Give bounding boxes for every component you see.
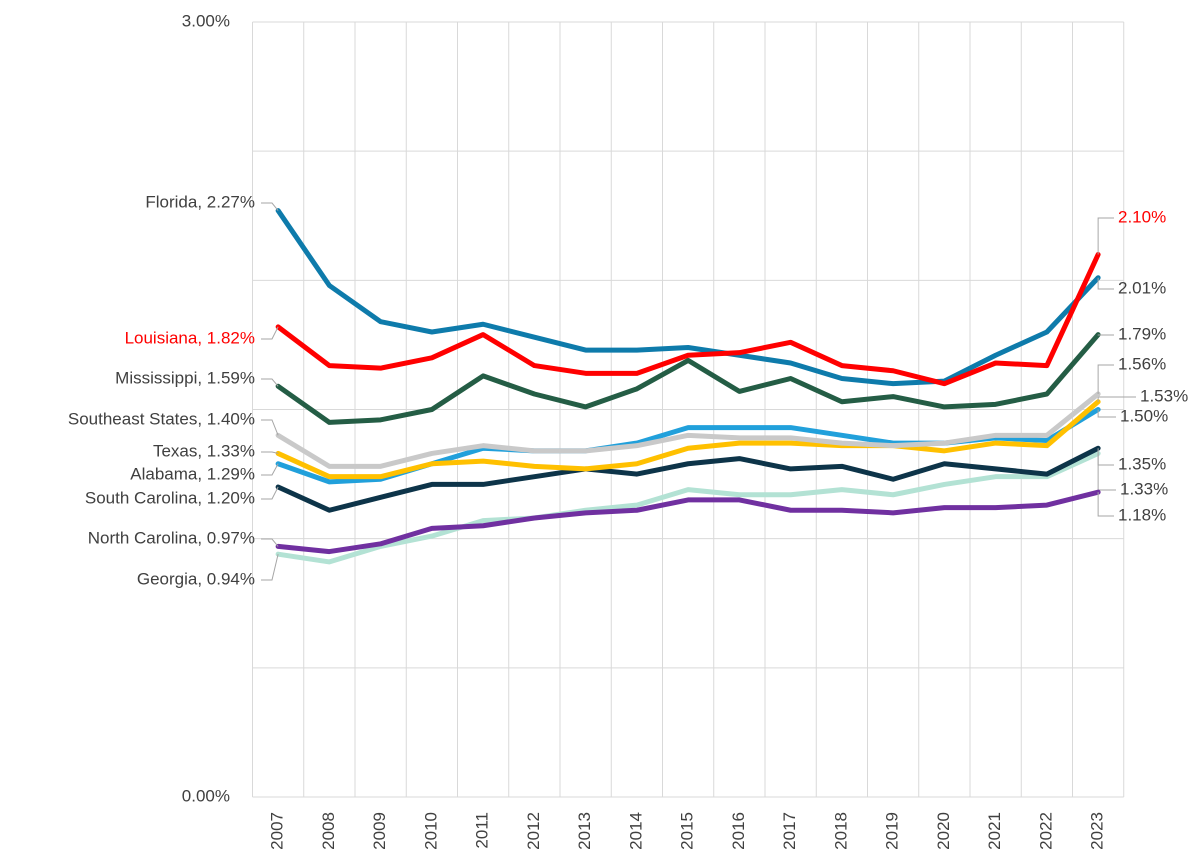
x-tick-label: 2010 — [421, 812, 440, 850]
leader-line — [261, 378, 279, 387]
data-label: 1.50% — [1120, 406, 1168, 425]
data-label: Southeast States, 1.40% — [68, 409, 255, 428]
series-line — [275, 391, 1101, 469]
x-tick-label: 2016 — [729, 812, 748, 850]
leader-line — [261, 202, 279, 211]
x-tick-label: 2017 — [780, 812, 799, 850]
x-tick-label: 2012 — [524, 812, 543, 850]
y-tick-label: 0.00% — [182, 786, 230, 805]
data-label: 1.53% — [1140, 386, 1188, 405]
data-label: Alabama, 1.29% — [130, 464, 255, 483]
leader-line — [1097, 277, 1114, 290]
leader-line — [261, 463, 279, 476]
leader-line — [261, 554, 279, 581]
x-tick-label: 2008 — [319, 812, 338, 850]
x-tick-label: 2022 — [1036, 812, 1055, 850]
data-label: Florida, 2.27% — [145, 192, 255, 211]
leader-line — [1097, 396, 1136, 402]
data-label: 1.33% — [1120, 479, 1168, 498]
x-tick-label: 2009 — [370, 812, 389, 850]
leader-line — [261, 451, 279, 454]
data-label: South Carolina, 1.20% — [85, 488, 255, 507]
series-line — [275, 450, 1101, 565]
series-line — [275, 208, 1101, 387]
x-tick-label: 2014 — [626, 812, 645, 850]
leader-line — [261, 538, 279, 547]
series-line — [275, 332, 1101, 425]
data-label: 2.01% — [1118, 278, 1166, 297]
leader-line — [1097, 364, 1114, 394]
data-label: 1.35% — [1118, 454, 1166, 473]
data-label: 1.79% — [1118, 324, 1166, 343]
x-tick-label: 2015 — [678, 812, 697, 850]
x-tick-label: 2013 — [575, 812, 594, 850]
leader-line — [1097, 492, 1114, 517]
data-label: Texas, 1.33% — [153, 441, 255, 460]
series-line — [275, 399, 1101, 480]
leader-line — [1097, 448, 1114, 466]
data-label: 2.10% — [1118, 207, 1166, 226]
data-label: Mississippi, 1.59% — [115, 368, 255, 387]
series-line — [275, 489, 1101, 555]
data-label: North Carolina, 0.97% — [88, 528, 255, 547]
x-tick-label: 2021 — [985, 812, 1004, 850]
x-tick-label: 2018 — [831, 812, 850, 850]
data-label: 1.18% — [1118, 505, 1166, 524]
leader-line — [1097, 453, 1116, 491]
x-tick-label: 2007 — [268, 812, 287, 850]
leader-line — [261, 326, 279, 340]
y-tick-label: 3.00% — [182, 11, 230, 30]
series-line — [275, 445, 1101, 513]
data-label: Georgia, 0.94% — [137, 569, 255, 588]
x-tick-label: 2011 — [473, 812, 492, 849]
leader-line — [1097, 409, 1116, 418]
leader-line — [261, 486, 279, 500]
leader-line — [1097, 217, 1114, 255]
leader-line — [261, 419, 279, 436]
x-tick-label: 2020 — [934, 812, 953, 850]
x-tick-label: 2023 — [1088, 812, 1107, 850]
data-label: 1.56% — [1118, 354, 1166, 373]
x-tick-label: 2019 — [883, 812, 902, 850]
data-label: Louisiana, 1.82% — [125, 328, 255, 347]
series-line — [275, 252, 1101, 387]
